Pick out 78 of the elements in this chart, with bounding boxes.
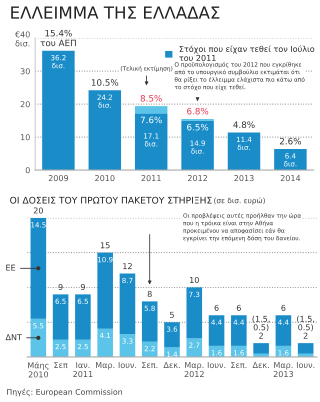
bar xyxy=(186,338,202,357)
bar xyxy=(75,340,91,357)
annotation: 2.6% xyxy=(280,138,302,144)
x-tick-label: Δεκ. xyxy=(252,362,269,368)
x-tick-label: Μαρ. xyxy=(96,362,114,370)
x-tick-label: Ιουν. xyxy=(118,362,136,368)
x-tick-label: 2012 xyxy=(188,175,208,182)
annotation: 15.4% του ΑΕΠ xyxy=(40,30,76,46)
y-tick-label: 10 xyxy=(20,134,30,140)
total-label: (1.5, 0.5) 2 xyxy=(297,316,314,339)
bar xyxy=(142,342,158,357)
total-label: 6 xyxy=(236,304,241,311)
x-tick-label: Σεπ. xyxy=(231,362,246,368)
x-tick-label: 2010 xyxy=(95,175,115,182)
y-tick-label: 20 xyxy=(20,101,30,108)
annotation: 10.5% xyxy=(92,79,118,86)
total-label: 6 xyxy=(281,304,286,311)
y-tick-label: 30 xyxy=(20,68,30,74)
bar xyxy=(75,294,91,340)
annotation: 6.8% xyxy=(187,108,208,114)
x-tick-label: Μαρ. 2013 xyxy=(274,362,293,378)
total-label: 8 xyxy=(148,290,152,297)
bar xyxy=(120,334,136,357)
bar xyxy=(181,120,214,170)
bar xyxy=(298,343,314,354)
annotation: 7.6% xyxy=(140,116,162,124)
x-tick-label: Μάης 2010 xyxy=(28,362,49,378)
y-tick-label: €40 δισ. xyxy=(14,31,30,46)
bar xyxy=(120,274,136,334)
bar xyxy=(42,50,75,170)
x-tick-label: 2013 xyxy=(234,175,254,182)
bar xyxy=(253,343,269,354)
bar xyxy=(231,315,247,346)
x-tick-label: Σεπ xyxy=(54,362,68,368)
x-tick-label: Δεκ. xyxy=(163,362,180,368)
annotation: 4.8% xyxy=(233,121,255,128)
x-tick-label: 2011 xyxy=(142,175,161,182)
total-label: 15 xyxy=(100,242,110,248)
total-label: 20 xyxy=(34,207,43,214)
bar xyxy=(30,318,46,357)
chart-title: ΕΛΛΕΙΜΜΑ ΤΗΣ ΕΛΛΑΔΑΣ xyxy=(11,6,220,19)
bar xyxy=(88,90,122,170)
legend-label: Στόχοι που είχαν τεθεί τον Ιούλιο του 2011 xyxy=(179,45,314,62)
series-label: ΕΕ xyxy=(6,264,16,271)
bar xyxy=(134,114,168,170)
total-label: 9 xyxy=(58,284,63,290)
bar xyxy=(228,132,260,170)
annotation: 6.5% xyxy=(187,124,208,130)
x-tick-label: 2009 xyxy=(48,175,68,182)
bar xyxy=(134,106,168,114)
total-label: 9 xyxy=(80,284,85,290)
bar xyxy=(164,347,180,357)
x-tick-label: Ιουν. xyxy=(208,362,226,368)
total-label: 12 xyxy=(123,263,132,270)
bar xyxy=(97,252,113,328)
bar xyxy=(276,315,292,346)
bar xyxy=(274,148,307,170)
total-label: 5 xyxy=(170,312,174,318)
x-tick-label: Μαρ. 2012 xyxy=(184,362,204,378)
x-tick-label: Ιαν. 2011 xyxy=(73,362,92,378)
bar xyxy=(52,340,68,357)
chart-title: ΟΙ ΔΟΣΕΙΣ ΤΟΥ ΠΡΩΤΟΥ ΠΑΚΕΤΟΥ ΣΤΗΡΙΞΗΣ xyxy=(10,196,212,204)
total-label: 6 xyxy=(214,304,219,311)
bar xyxy=(142,301,158,342)
x-tick-label: Σεπ. xyxy=(142,362,158,368)
x-tick-label: Ιουν. xyxy=(296,362,314,368)
bar xyxy=(164,322,180,348)
bar xyxy=(52,294,68,340)
y-tick-label: 0 xyxy=(26,167,30,174)
total-label: 10 xyxy=(190,277,199,284)
bar xyxy=(30,218,46,319)
bar xyxy=(186,287,202,338)
bar xyxy=(97,328,113,357)
x-tick-label: 2014 xyxy=(280,175,300,182)
annotation: 8.5% xyxy=(140,95,162,102)
series-label: ΔΝΤ xyxy=(6,334,22,340)
total-label: (1.5, 0.5) 2 xyxy=(252,316,270,339)
bar xyxy=(208,315,224,346)
